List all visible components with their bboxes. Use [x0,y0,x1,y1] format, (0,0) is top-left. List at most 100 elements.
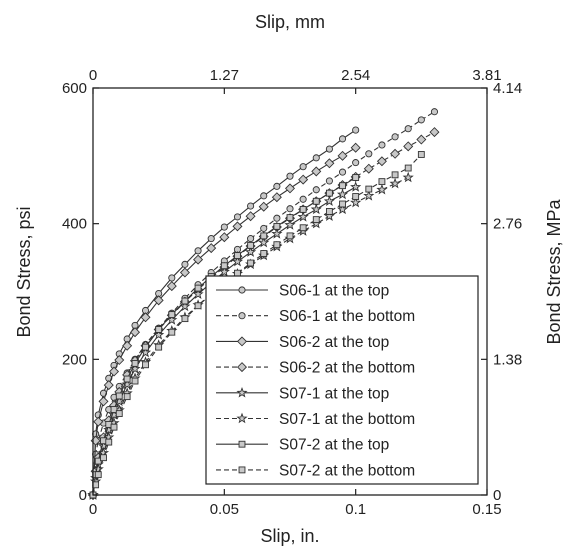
legend-item: S06-1 at the top [216,283,389,300]
data-point [311,166,322,177]
data-point [391,133,399,141]
data-point [273,241,281,249]
data-point [273,222,281,230]
data-point [92,463,104,474]
data-point [153,295,164,306]
data-point [350,142,361,153]
data-point [193,254,204,265]
data-point [231,255,244,267]
data-point [113,395,125,407]
legend-label: S06-2 at the top [279,334,389,351]
data-point [390,148,401,159]
axes-layer: 0 0.05 0.1 0.150 1.27 2.54 3.81020040060001.38… [62,67,522,518]
data-point [258,236,270,248]
data-point [218,265,230,277]
data-point [324,158,335,169]
data-point [234,252,241,259]
data-point [179,267,190,278]
data-point [299,224,307,232]
data-point [286,214,294,221]
right-axis-title: Bond Stress, MPa [544,198,564,344]
data-point [325,189,333,197]
data-point [389,177,401,189]
data-point [260,192,268,200]
data-point [140,312,151,323]
data-point [115,392,123,400]
left-tick-label: 600 [62,80,87,97]
legend-marker [238,312,246,320]
legend-item: S06-2 at the bottom [216,360,415,377]
data-point [139,346,152,358]
data-point [365,150,373,158]
data-point [110,406,118,413]
data-point [391,171,399,179]
legend-label: S07-2 at the top [279,437,389,454]
data-point [365,185,373,193]
data-point [430,108,439,116]
bottom-tick-label: 0.05 [210,501,239,518]
data-point [206,243,217,254]
data-point [123,375,131,383]
data-point [181,315,189,323]
data-point [194,247,202,255]
data-point [417,116,425,124]
data-point [121,378,133,390]
right-tick-label: 2.76 [493,216,522,233]
data-point [271,192,282,203]
data-point [168,274,176,282]
data-point [312,154,320,162]
data-point [233,213,242,221]
data-point [312,197,320,205]
data-point [168,328,176,336]
legend-label: S07-2 at the bottom [279,462,415,479]
legend-marker [236,412,248,424]
data-point [378,178,386,186]
data-point [325,177,333,185]
data-point [168,311,176,318]
data-point [115,410,123,418]
data-point [219,232,230,243]
data-point [284,183,296,194]
data-point [131,359,139,367]
data-point [352,159,360,167]
left-axis-title: Bond Stress, psi [14,206,34,337]
legend-item: S06-2 at the top [216,334,389,351]
data-point [194,284,202,292]
data-point [325,208,333,215]
data-point [323,195,335,207]
data-point [404,164,412,172]
data-point [130,327,141,338]
data-point [192,288,204,299]
data-point [402,171,414,183]
top-tick-label: 1.27 [210,67,239,84]
data-point [94,471,102,479]
data-point [404,125,412,133]
data-point [247,259,255,267]
data-point [100,454,107,462]
data-point [429,127,440,138]
legend-marker [236,336,248,347]
bottom-axis-title: Slip, in. [260,526,319,546]
data-point [337,150,348,161]
data-point [245,246,257,257]
data-point [376,183,388,195]
data-point [247,235,255,243]
data-point [129,362,141,374]
right-tick-label: 1.38 [493,351,522,368]
data-point [338,168,347,176]
top-axis-title: Slip, mm [255,12,325,32]
data-point [93,416,104,427]
data-point [352,193,360,200]
data-point [352,126,360,134]
bottom-tick-label: 0 [89,501,97,518]
data-point [299,206,307,213]
data-point [109,366,120,377]
data-point [286,232,294,240]
data-point [166,281,177,292]
legend-label: S07-1 at the top [279,385,389,402]
legend-box [205,275,479,485]
top-tick-label: 3.81 [472,67,501,84]
data-point [122,340,133,351]
data-point [131,377,139,385]
